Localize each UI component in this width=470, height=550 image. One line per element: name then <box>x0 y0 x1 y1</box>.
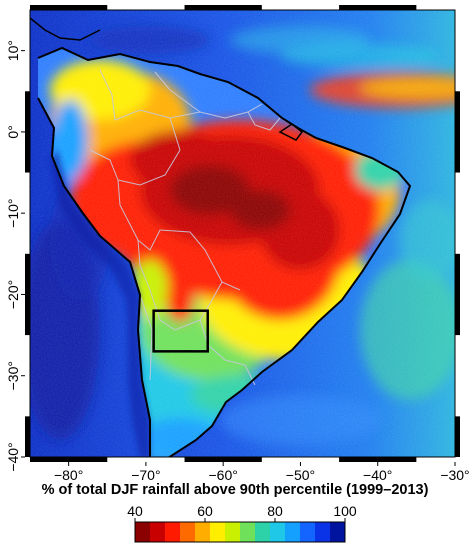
colorbar-swatch <box>240 522 256 542</box>
colorbar-label: 60 <box>197 503 213 519</box>
lon-tick-label: −60° <box>209 467 238 483</box>
lat-tick-label: 0° <box>5 125 21 138</box>
border-bar-top <box>30 5 108 10</box>
colorbar-swatch <box>300 522 316 542</box>
colorbar-swatch <box>225 522 241 542</box>
colorbar-swatch <box>210 522 226 542</box>
andes-band <box>50 150 150 457</box>
texture-overlay <box>30 10 455 457</box>
border-bar-left <box>25 91 30 173</box>
lat-tick-label: −40° <box>5 442 21 471</box>
colorbar-outline <box>134 521 346 543</box>
border-bar-right <box>455 253 460 336</box>
coastline-pacific <box>37 97 151 457</box>
colorbar-swatch <box>285 522 301 542</box>
border-bar-left <box>25 416 30 457</box>
colorbar-swatch <box>315 522 331 542</box>
colorbar-swatch <box>165 522 181 542</box>
coastline-caribbean <box>30 17 101 41</box>
lat-tick-label: −30° <box>5 361 21 390</box>
colorbar-swatch <box>330 522 346 542</box>
border-bar-bottom <box>339 457 417 462</box>
lon-tick-label: −40° <box>363 467 392 483</box>
lat-tick-label: 10° <box>5 40 21 61</box>
border-bar-top <box>339 5 417 10</box>
border-bar-right <box>455 91 460 173</box>
latitude-ticks: 10° 0° −10° −20° −30° −40° <box>5 40 25 472</box>
colorbar-swatch <box>150 522 166 542</box>
lon-tick-label: −80° <box>54 467 83 483</box>
colorbar-label: 80 <box>267 503 283 519</box>
lon-tick-label: −50° <box>286 467 315 483</box>
lon-tick-label: −70° <box>131 467 160 483</box>
lon-tick-label: −30° <box>440 467 469 483</box>
colorbar-swatch <box>195 522 211 542</box>
colorbar <box>134 518 346 543</box>
border-bar-bottom <box>184 457 262 462</box>
colorbar-swatch <box>135 522 151 542</box>
longitude-ticks: −80° −70° −60° −50° −40° −30° <box>54 462 470 483</box>
colorbar-swatch <box>255 522 271 542</box>
lat-tick-label: −20° <box>5 280 21 309</box>
colorbar-label: 40 <box>127 503 143 519</box>
highlight-box <box>152 309 209 353</box>
colorbar-label: 100 <box>333 503 357 519</box>
border-bar-left <box>25 253 30 336</box>
coastline-atlantic <box>37 46 412 457</box>
map-title: % of total DJF rainfall above 90th perce… <box>41 482 429 498</box>
border-bar-bottom <box>30 457 108 462</box>
map-border-bars <box>25 5 460 462</box>
country-borders <box>89 69 281 386</box>
border-bar-top <box>184 5 262 10</box>
marajo-island <box>278 123 304 141</box>
colorbar-swatch <box>180 522 196 542</box>
colorbar-swatch <box>270 522 286 542</box>
lat-tick-label: −10° <box>5 199 21 228</box>
border-bar-right <box>455 416 460 457</box>
